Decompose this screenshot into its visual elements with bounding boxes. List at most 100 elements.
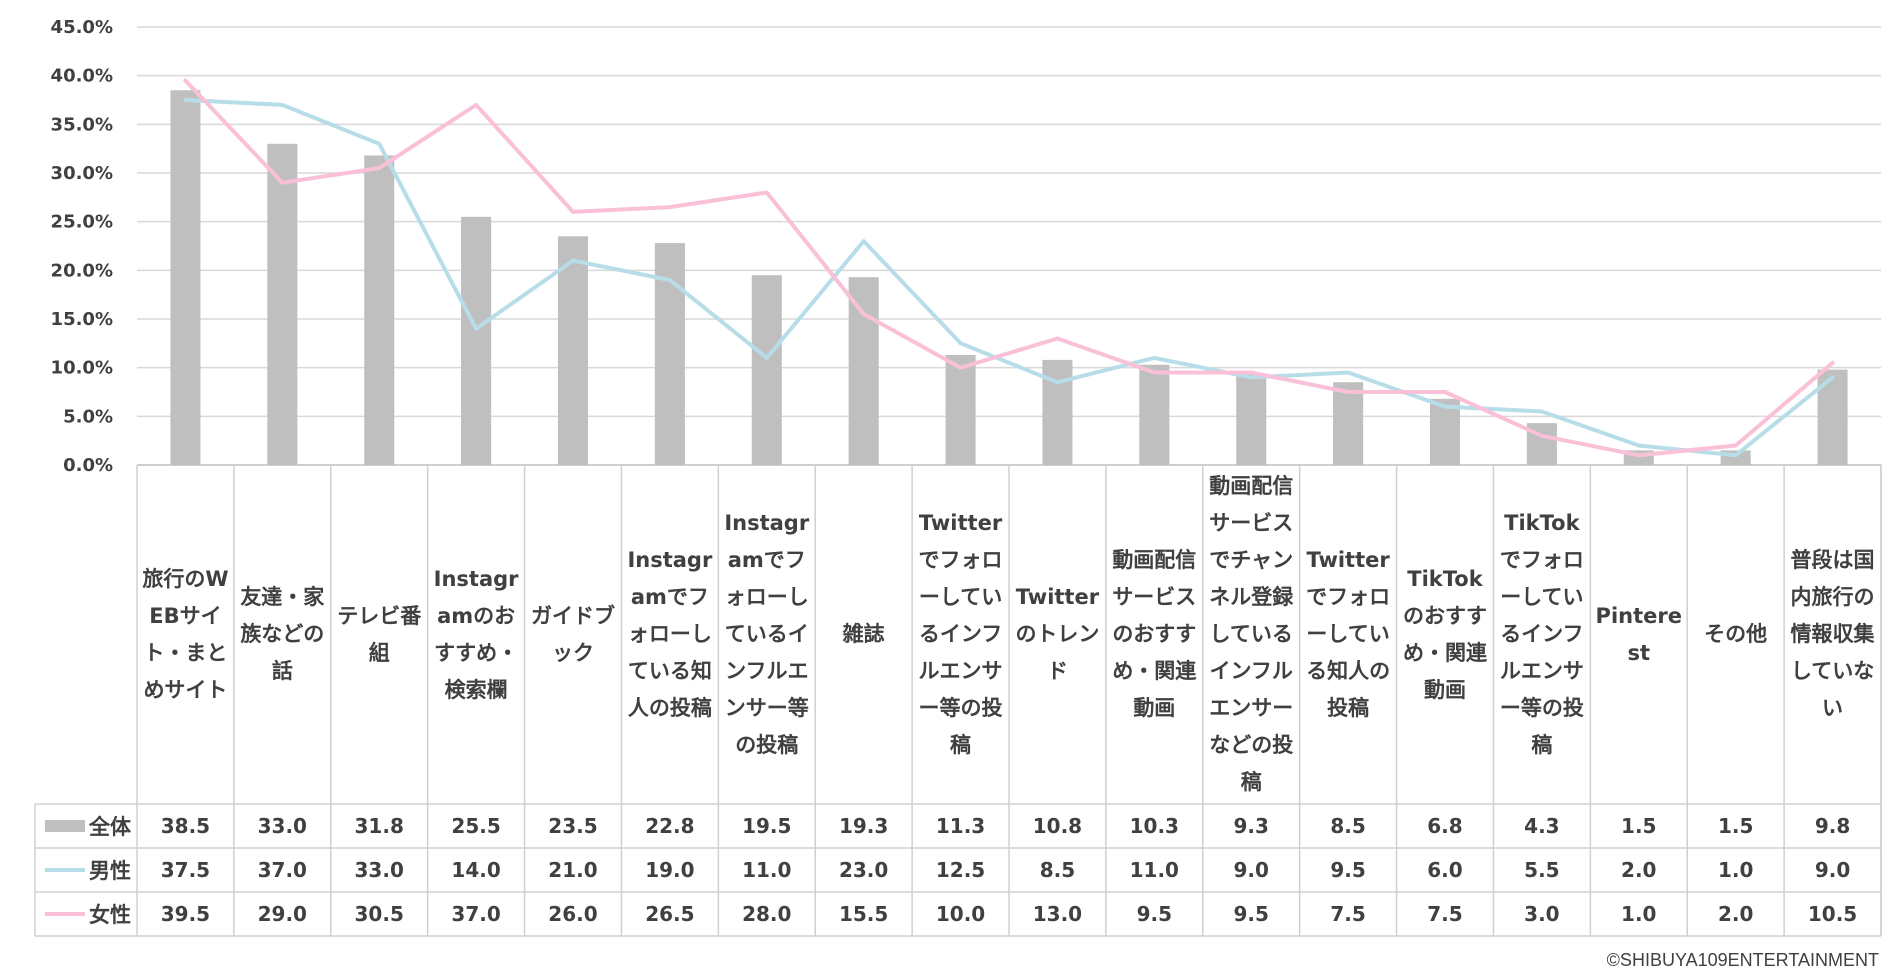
table-value-1-6: 11.0 — [742, 858, 792, 882]
bar-all-3 — [461, 216, 492, 465]
table-value-2-6: 28.0 — [742, 902, 792, 926]
table-value-2-12: 7.5 — [1330, 902, 1366, 926]
bar-all-9 — [1042, 359, 1073, 465]
table-value-2-13: 7.5 — [1427, 902, 1463, 926]
table-value-0-8: 11.3 — [935, 814, 986, 838]
table-value-2-17: 10.5 — [1807, 902, 1858, 926]
table-value-2-8: 10.0 — [935, 902, 986, 926]
y-tick-label: 45.0% — [51, 17, 113, 38]
table-value-0-3: 25.5 — [451, 814, 501, 838]
table-value-0-16: 1.5 — [1717, 814, 1754, 838]
legend-key-1 — [45, 868, 85, 872]
y-tick-label: 25.0% — [51, 212, 113, 233]
category-label-5: Instagramでフォローしている知人の投稿 — [627, 548, 713, 720]
table-value-2-11: 9.5 — [1233, 902, 1269, 926]
category-label-13: TikTokのおすすめ・関連動画 — [1402, 566, 1487, 702]
table-value-1-3: 14.0 — [451, 858, 501, 882]
table-value-0-15: 1.5 — [1621, 814, 1657, 838]
table-value-1-15: 2.0 — [1621, 858, 1657, 882]
table-value-2-9: 13.0 — [1032, 902, 1083, 926]
y-tick-label: 30.0% — [51, 163, 113, 184]
table-value-0-4: 23.5 — [548, 814, 598, 838]
table-value-0-12: 8.5 — [1330, 814, 1366, 838]
bar-all-10 — [1139, 364, 1170, 465]
bar-all-2 — [364, 155, 395, 466]
legend-entry-2: 女性 — [35, 892, 137, 936]
data-table-grid — [34, 465, 1882, 937]
table-value-2-1: 29.0 — [257, 902, 307, 926]
bar-all-4 — [557, 236, 589, 465]
bar-all-7 — [848, 277, 879, 465]
table-value-1-11: 9.0 — [1233, 858, 1269, 882]
category-label-8: Twitterでフォローしているインフルエンサー等の投稿 — [918, 511, 1003, 757]
table-value-0-0: 38.5 — [160, 814, 211, 838]
table-value-1-2: 33.0 — [354, 858, 404, 882]
category-label-16: その他 — [1704, 622, 1768, 646]
table-value-1-1: 37.0 — [257, 858, 307, 882]
table-value-2-4: 26.0 — [548, 902, 598, 926]
legend-entry-1: 男性 — [35, 848, 137, 892]
bar-all-6 — [751, 275, 782, 465]
gridlines — [137, 26, 1881, 466]
bar-all-13 — [1429, 398, 1461, 465]
category-label-4: ガイドブック — [530, 603, 615, 665]
category-label-1: 友達・家族などの話 — [240, 585, 325, 683]
table-value-1-17: 9.0 — [1814, 858, 1851, 882]
bar-all-11 — [1236, 374, 1267, 465]
bar-all-12 — [1333, 382, 1364, 465]
y-tick-label: 20.0% — [51, 260, 113, 281]
table-value-1-16: 1.0 — [1717, 858, 1754, 882]
category-label-0: 旅行のWEBサイト・まとめサイト — [142, 566, 229, 702]
table-value-0-5: 22.8 — [645, 814, 695, 838]
category-label-14: TikTokでフォローしているインフルエンサー等の投稿 — [1499, 511, 1584, 757]
category-label-11: 動画配信サービスでチャンネル登録しているインフルエンサーなどの投稿 — [1209, 474, 1294, 794]
legend-label-0: 全体 — [89, 815, 131, 839]
table-value-1-8: 12.5 — [935, 858, 986, 882]
table-value-1-12: 9.5 — [1330, 858, 1366, 882]
y-tick-label: 5.0% — [63, 406, 113, 427]
table-value-2-15: 1.0 — [1621, 902, 1657, 926]
copyright: ©SHIBUYA109ENTERTAINMENT — [1606, 950, 1879, 970]
category-label-15: Pinterest — [1595, 603, 1682, 665]
table-value-0-11: 9.3 — [1233, 814, 1269, 838]
y-tick-label: 0.0% — [63, 455, 113, 476]
category-label-3: Instagramのおすすめ・検索欄 — [433, 566, 519, 702]
y-tick-label: 35.0% — [51, 114, 113, 135]
table-value-0-14: 4.3 — [1524, 814, 1560, 838]
category-label-6: Instagramでフォローしているインフルエンサー等の投稿 — [724, 511, 810, 757]
bar-all-8 — [945, 355, 976, 465]
table-value-1-7: 23.0 — [838, 858, 889, 882]
table-value-1-5: 19.0 — [645, 858, 695, 882]
table-value-1-4: 21.0 — [548, 858, 598, 882]
table-value-0-1: 33.0 — [257, 814, 307, 838]
legend-label-1: 男性 — [89, 859, 131, 883]
table-value-2-7: 15.5 — [838, 902, 889, 926]
table-value-2-16: 2.0 — [1717, 902, 1754, 926]
category-label-10: 動画配信サービスのおすすめ・関連動画 — [1112, 548, 1197, 720]
y-tick-label: 15.0% — [51, 309, 113, 330]
line-series-0 — [183, 98, 1835, 458]
legend-key-0 — [45, 820, 85, 832]
bar-all-1 — [267, 143, 298, 466]
legend-key-2 — [45, 912, 85, 916]
table-value-0-7: 19.3 — [838, 814, 889, 838]
y-axis-ticks: 0.0% 5.0% 10.0% 15.0% 20.0% 25.0% 30.0% 35.0% 40… — [51, 17, 113, 476]
line-series — [183, 78, 1835, 458]
table-value-2-3: 37.0 — [451, 902, 501, 926]
category-label-12: Twitterでフォローしている知人の投稿 — [1306, 548, 1391, 720]
table-value-1-13: 6.0 — [1427, 858, 1463, 882]
table-value-1-0: 37.5 — [160, 858, 211, 882]
table-value-0-9: 10.8 — [1032, 814, 1083, 838]
table-value-0-6: 19.5 — [742, 814, 792, 838]
category-label-7: 雑誌 — [842, 622, 885, 646]
y-tick-label: 10.0% — [51, 358, 113, 379]
table-value-1-10: 11.0 — [1129, 858, 1179, 882]
category-label-17: 普段は国内旅行の情報収集していない — [1790, 548, 1875, 720]
bar-series-all — [170, 90, 1848, 466]
category-label-2: テレビ番組 — [337, 603, 422, 665]
legend-entry-0: 全体 — [35, 804, 137, 848]
table-value-2-10: 9.5 — [1136, 902, 1173, 926]
y-tick-label: 40.0% — [51, 66, 113, 87]
table-value-2-0: 39.5 — [160, 902, 211, 926]
